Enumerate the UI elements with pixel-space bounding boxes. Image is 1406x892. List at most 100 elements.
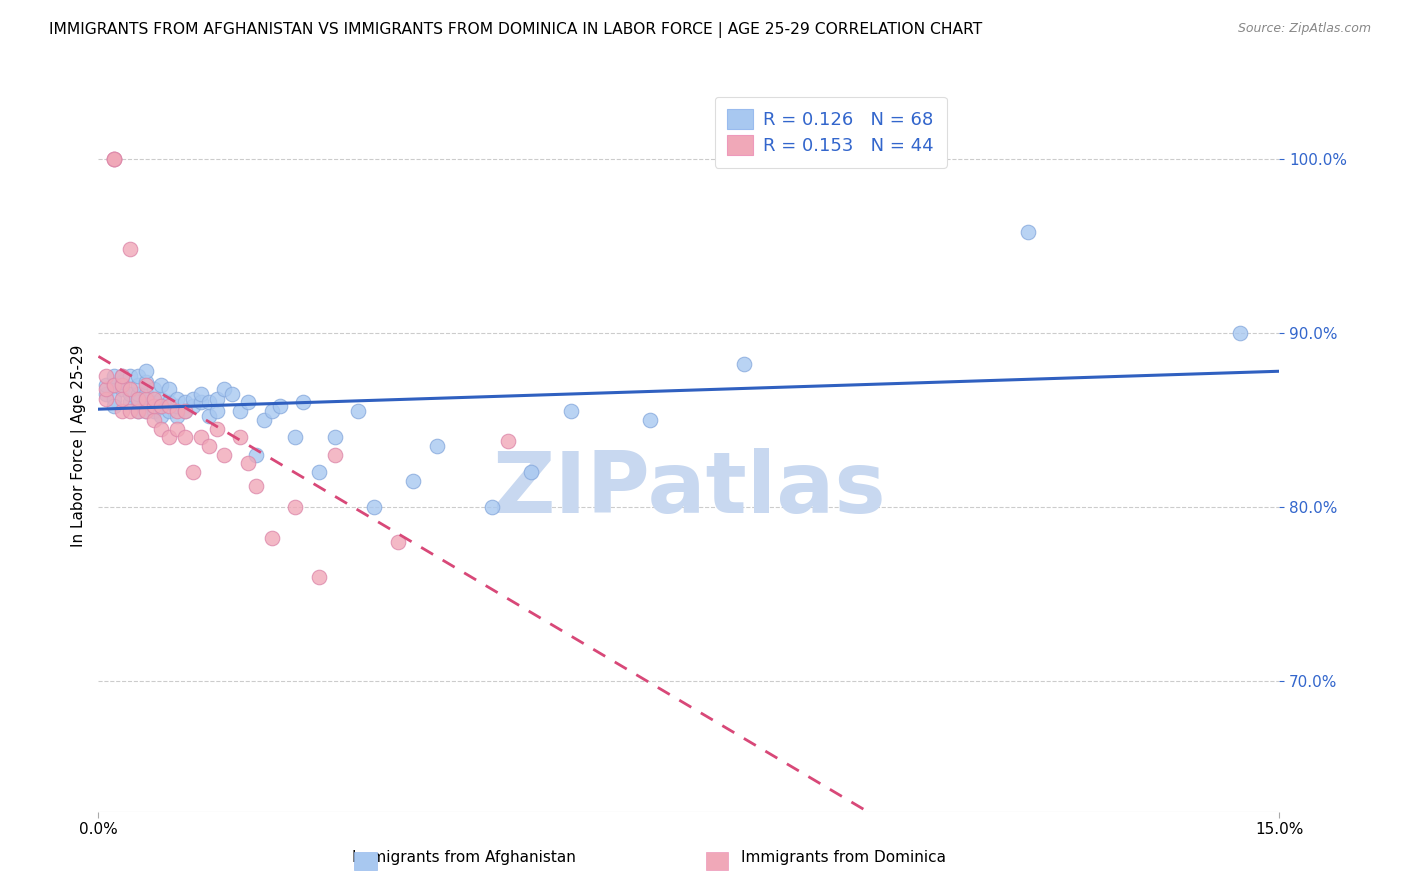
Point xyxy=(181,465,204,479)
Point xyxy=(103,378,125,392)
Point xyxy=(284,500,307,514)
Text: IMMIGRANTS FROM AFGHANISTAN VS IMMIGRANTS FROM DOMINICA IN LABOR FORCE | AGE 25-: IMMIGRANTS FROM AFGHANISTAN VS IMMIGRANT… xyxy=(49,22,983,38)
Point xyxy=(157,382,180,396)
Point xyxy=(103,392,125,406)
Point xyxy=(118,369,141,384)
Point xyxy=(150,421,173,435)
Point xyxy=(347,404,370,418)
Point xyxy=(205,404,228,418)
Point xyxy=(260,404,283,418)
Point xyxy=(142,392,165,406)
Point xyxy=(157,395,180,409)
Point xyxy=(387,534,409,549)
Point xyxy=(127,369,149,384)
Point xyxy=(181,399,204,413)
Point xyxy=(111,382,134,396)
Point xyxy=(292,395,315,409)
Point xyxy=(733,357,755,371)
Text: Source: ZipAtlas.com: Source: ZipAtlas.com xyxy=(1237,22,1371,36)
Point xyxy=(135,404,157,418)
Point xyxy=(1017,225,1039,239)
Point xyxy=(323,430,346,444)
Point xyxy=(426,439,449,453)
Point xyxy=(135,378,157,392)
Point xyxy=(638,413,661,427)
Point xyxy=(229,404,252,418)
Point xyxy=(174,404,197,418)
Point xyxy=(150,378,173,392)
Point xyxy=(118,395,141,409)
Point xyxy=(150,392,173,406)
Point xyxy=(111,369,134,384)
Point xyxy=(135,392,157,406)
Point xyxy=(308,465,330,479)
Point xyxy=(96,369,118,384)
Point xyxy=(205,421,228,435)
Point xyxy=(142,399,165,413)
Point xyxy=(118,386,141,401)
Point xyxy=(118,382,141,396)
Point xyxy=(166,404,188,418)
Point xyxy=(142,395,165,409)
Point xyxy=(190,430,212,444)
Point xyxy=(221,386,243,401)
Point xyxy=(96,386,118,401)
Point xyxy=(205,392,228,406)
Point xyxy=(496,434,519,448)
Point xyxy=(135,404,157,418)
Point xyxy=(157,399,180,413)
Point xyxy=(236,395,259,409)
Point xyxy=(111,369,134,384)
Point xyxy=(103,378,125,392)
Point xyxy=(103,152,125,166)
Point xyxy=(150,409,173,424)
Text: Immigrants from Afghanistan: Immigrants from Afghanistan xyxy=(352,850,576,865)
Point xyxy=(166,392,188,406)
Point xyxy=(96,382,118,396)
Point xyxy=(229,430,252,444)
Point xyxy=(284,430,307,444)
Point xyxy=(481,500,503,514)
Point xyxy=(118,404,141,418)
Point xyxy=(150,399,173,413)
Point xyxy=(127,404,149,418)
Point xyxy=(127,378,149,392)
Point xyxy=(214,448,236,462)
Point xyxy=(197,395,219,409)
Point xyxy=(166,399,188,413)
Point xyxy=(174,395,197,409)
Point xyxy=(253,413,276,427)
Legend: R = 0.126   N = 68, R = 0.153   N = 44: R = 0.126 N = 68, R = 0.153 N = 44 xyxy=(714,96,946,168)
Point xyxy=(127,395,149,409)
Point xyxy=(308,569,330,583)
Point xyxy=(142,404,165,418)
Point xyxy=(197,439,219,453)
Point xyxy=(111,378,134,392)
Point xyxy=(560,404,582,418)
Point xyxy=(236,457,259,471)
Point xyxy=(135,386,157,401)
Point xyxy=(190,395,212,409)
Point xyxy=(96,378,118,392)
Point xyxy=(363,500,385,514)
Point xyxy=(96,392,118,406)
Point xyxy=(157,430,180,444)
Point xyxy=(520,465,543,479)
Y-axis label: In Labor Force | Age 25-29: In Labor Force | Age 25-29 xyxy=(72,345,87,547)
Point xyxy=(103,369,125,384)
Point xyxy=(174,404,197,418)
Point xyxy=(260,531,283,545)
Point xyxy=(245,479,267,493)
Point xyxy=(142,382,165,396)
Point xyxy=(197,409,219,424)
Point xyxy=(127,392,149,406)
Point xyxy=(103,152,125,166)
Point xyxy=(103,399,125,413)
Text: Immigrants from Dominica: Immigrants from Dominica xyxy=(741,850,946,865)
Point xyxy=(323,448,346,462)
Point xyxy=(1229,326,1251,340)
Point xyxy=(174,430,197,444)
Point xyxy=(402,474,425,488)
Point xyxy=(142,413,165,427)
Point xyxy=(166,409,188,424)
